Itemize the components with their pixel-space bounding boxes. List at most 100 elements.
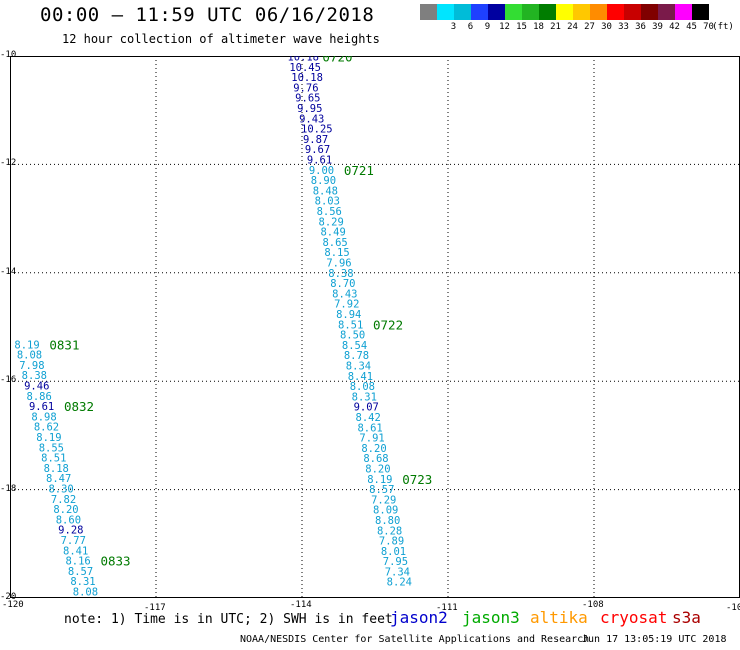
legend-swatch <box>522 4 539 20</box>
wave-height-label: 8.19 <box>36 432 61 444</box>
legend-swatch <box>471 4 488 20</box>
legend-label: 9 <box>484 22 491 32</box>
wave-height-label: 8.38 <box>328 268 353 280</box>
wave-height-label: 9.65 <box>295 93 320 105</box>
credit-text: NOAA/NESDIS Center for Satellite Applica… <box>240 634 590 645</box>
wave-height-label: 8.16 <box>65 556 90 568</box>
legend-unit: (ft) <box>712 22 734 32</box>
wave-height-label: 8.08 <box>73 586 98 598</box>
legend-swatch <box>607 4 624 20</box>
wave-height-label: 8.61 <box>357 422 382 434</box>
legend-label: 15 <box>516 22 527 32</box>
legend-swatch <box>658 4 675 20</box>
wave-height-label: 8.57 <box>68 566 93 578</box>
legend-swatch <box>692 4 709 20</box>
legend-label: 24 <box>567 22 578 32</box>
legend-swatch <box>675 4 692 20</box>
lat-tick-label: -14 <box>0 266 17 277</box>
wave-height-label: 8.31 <box>70 576 95 588</box>
wave-height-label: 9.95 <box>297 103 322 115</box>
legend-label: 27 <box>584 22 595 32</box>
wave-height-label: 8.51 <box>41 453 66 465</box>
legend-swatch <box>539 4 556 20</box>
wave-height-label: 7.91 <box>359 433 384 445</box>
wave-height-label: 8.20 <box>53 504 78 516</box>
wave-height-label: 8.55 <box>39 442 64 454</box>
wave-height-label: 8.70 <box>330 278 355 290</box>
wave-height-label: 10.25 <box>301 124 333 136</box>
wave-height-label: 8.28 <box>377 525 402 537</box>
wave-height-label: 8.94 <box>336 309 361 321</box>
wave-height-label: 9.61 <box>29 401 54 413</box>
wave-height-label: 7.89 <box>379 536 404 548</box>
wave-height-label: 8.08 <box>350 381 375 393</box>
wave-height-label: 8.20 <box>365 463 390 475</box>
wave-height-label: 9.43 <box>299 113 324 125</box>
legend-swatch <box>454 4 471 20</box>
wave-height-label: 8.54 <box>342 340 367 352</box>
lat-tick-label: -16 <box>0 375 17 386</box>
wave-height-label: 8.51 <box>338 319 363 331</box>
satellite-jason2: jason2 <box>390 608 448 627</box>
wave-height-label: 8.41 <box>348 371 373 383</box>
legend-swatch <box>573 4 590 20</box>
units-note: note: 1) Time is in UTC; 2) SWH is in fe… <box>64 612 393 627</box>
track-left: 8.198.087.988.389.468.869.618.988.628.19… <box>14 337 130 598</box>
legend-swatch <box>641 4 658 20</box>
wave-height-label: 7.96 <box>326 258 351 270</box>
legend-label: 3 <box>450 22 457 32</box>
lon-tick-label: -111 <box>436 603 458 613</box>
wave-height-label: 8.29 <box>319 216 344 228</box>
lon-tick-label: -10 <box>726 603 740 613</box>
lat-tick-label: -18 <box>0 483 17 494</box>
lon-tick-label: -117 <box>144 603 166 613</box>
wave-height-label: 8.50 <box>340 330 365 342</box>
wave-height-label: 8.19 <box>14 339 39 351</box>
legend-swatch <box>505 4 522 20</box>
legend-label: 12 <box>499 22 510 32</box>
pass-time-label: 0832 <box>64 399 94 414</box>
wave-height-label: 8.19 <box>367 474 392 486</box>
wave-height-label: 8.60 <box>56 514 81 526</box>
legend-label: 45 <box>686 22 697 32</box>
wave-height-label: 8.47 <box>46 473 71 485</box>
legend-label: 36 <box>635 22 646 32</box>
legend-swatch <box>437 4 454 20</box>
wave-height-label: 8.01 <box>381 546 406 558</box>
legend-label: 21 <box>550 22 561 32</box>
legend-label: 39 <box>652 22 663 32</box>
wave-height-label: 8.86 <box>27 391 52 403</box>
wave-height-label: 8.31 <box>352 391 377 403</box>
wave-height-label: 8.24 <box>387 577 412 589</box>
pass-time-label: 0720 <box>322 56 352 65</box>
wave-height-label: 8.03 <box>315 196 340 208</box>
pass-time-label: 0723 <box>402 472 432 487</box>
legend-label: 30 <box>601 22 612 32</box>
wave-height-label: 7.95 <box>383 556 408 568</box>
lon-tick-label: -114 <box>290 600 312 610</box>
legend-swatch <box>590 4 607 20</box>
wave-height-label: 8.90 <box>311 175 336 187</box>
wave-height-label: 8.80 <box>375 515 400 527</box>
wave-height-label: 7.34 <box>385 566 410 578</box>
wave-height-label: 8.65 <box>322 237 347 249</box>
wave-height-label: 8.62 <box>34 422 59 434</box>
pass-time-label: 0722 <box>373 317 403 332</box>
wave-height-label: 8.49 <box>320 227 345 239</box>
wave-height-label: 9.67 <box>305 144 330 156</box>
wave-height-label: 8.34 <box>346 360 371 372</box>
wave-height-label: 8.20 <box>361 443 386 455</box>
wave-height-label: 7.29 <box>371 494 396 506</box>
legend-label: 6 <box>467 22 474 32</box>
pass-time-label: 0833 <box>100 554 130 569</box>
legend-label: 18 <box>533 22 544 32</box>
wave-height-label: 8.09 <box>373 505 398 517</box>
lat-tick-label: -10 <box>0 50 17 60</box>
pass-time-label: 0831 <box>49 337 79 352</box>
legend-label: 33 <box>618 22 629 32</box>
satellite-cryosat: cryosat <box>600 608 668 627</box>
wave-height-label: 8.56 <box>317 206 342 218</box>
wave-height-label: 10.18 <box>291 72 323 84</box>
wave-height-label: 8.43 <box>332 288 357 300</box>
satellite-jason3: jason3 <box>462 608 520 627</box>
